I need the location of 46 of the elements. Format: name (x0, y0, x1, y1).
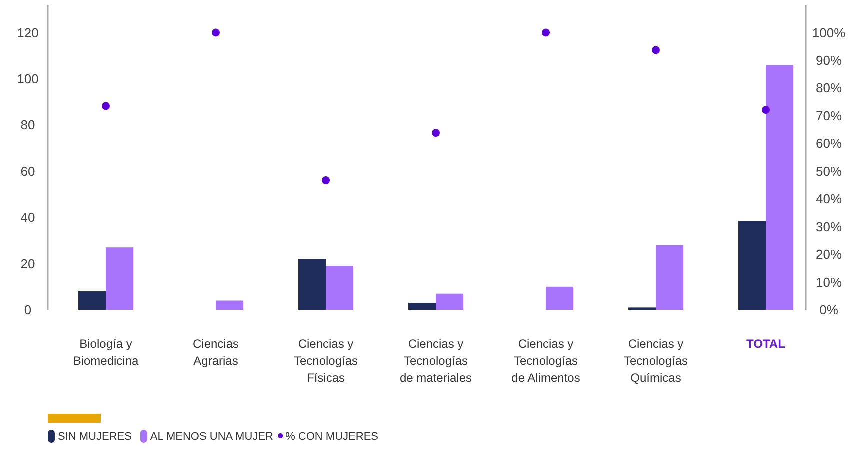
legend-label: SIN MUJERES (58, 431, 132, 443)
y-tick-label: 40 (20, 210, 36, 226)
point (102, 102, 110, 110)
y-tick-label: 60 (20, 164, 36, 179)
point (542, 28, 550, 37)
x-tick-label: Ciencias Agrarias (192, 337, 240, 368)
bar (216, 300, 244, 310)
y2-tick-label: 30% (816, 219, 842, 234)
y2-tick-label: 90% (816, 53, 842, 68)
bar (766, 65, 794, 310)
bar (436, 294, 464, 310)
point (652, 46, 660, 54)
point (322, 176, 330, 185)
y-tick-label: 100 (17, 71, 39, 86)
x-tick-label: Ciencias y Tecnologías Físicas (294, 337, 358, 385)
x-tick-label: Ciencias y Tecnologías de materiales (400, 337, 472, 385)
x-tick-label: Ciencias y Tecnologías de Alimentos (512, 337, 580, 385)
legend-label: % CON MUJERES (286, 431, 379, 443)
point (212, 28, 220, 37)
x-tick-label: TOTAL (746, 337, 786, 351)
point (762, 106, 770, 114)
bar (326, 266, 354, 310)
y-tick-label: 20 (20, 256, 36, 272)
bar (656, 245, 684, 310)
y2-tick-label: 100% (812, 25, 846, 40)
y2-tick-label: 70% (816, 108, 842, 124)
legend-label: AL MENOS UNA MUJER (150, 431, 274, 443)
y-tick-label: 120 (17, 25, 39, 40)
bar (738, 221, 766, 310)
y2-tick-label: 60% (816, 136, 842, 152)
y2-tick-label: 0% (820, 302, 839, 318)
point (432, 129, 440, 138)
x-tick-label: Biología y Biomedicina (73, 337, 140, 368)
y-tick-label: 0 (24, 302, 32, 318)
bar (546, 286, 574, 310)
x-tick-label: Ciencias y Tecnologías Químicas (624, 337, 688, 385)
bar (78, 292, 106, 310)
y2-tick-label: 40% (816, 192, 842, 207)
y2-tick-label: 10% (816, 274, 842, 290)
bar (408, 303, 436, 310)
bar (298, 259, 326, 310)
y-tick-label: 80 (20, 118, 36, 133)
y2-tick-label: 50% (816, 164, 842, 179)
y2-tick-label: 20% (816, 247, 842, 262)
y2-tick-label: 80% (816, 80, 842, 96)
bar (106, 248, 134, 310)
